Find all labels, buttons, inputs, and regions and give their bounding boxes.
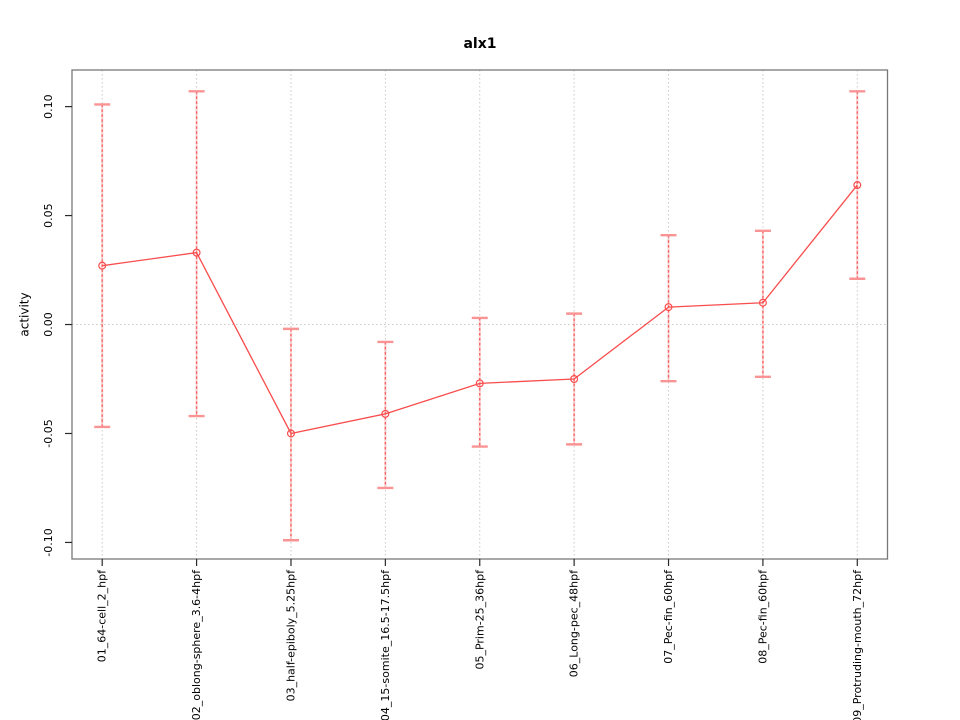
y-tick-label: -0.05 bbox=[42, 419, 55, 447]
data-point bbox=[475, 379, 484, 388]
y-tick-label: 0.05 bbox=[42, 203, 55, 228]
x-tick-label: 03_half-epiboly_5.25hpf bbox=[284, 569, 297, 702]
y-tick-label: -0.10 bbox=[42, 528, 55, 556]
data-point bbox=[664, 303, 673, 312]
x-tick-label: 09_Protruding-mouth_72hpf bbox=[851, 569, 864, 720]
chart-title: alx1 bbox=[463, 36, 497, 52]
data-point bbox=[758, 298, 767, 307]
x-tick-label: 07_Pec-fin_60hpf bbox=[662, 569, 675, 664]
data-point bbox=[192, 248, 201, 257]
data-point bbox=[570, 375, 579, 384]
y-tick-label: 0.10 bbox=[42, 94, 55, 119]
series-line bbox=[102, 184, 858, 435]
x-tick-label: 02_oblong-sphere_3.6-4hpf bbox=[190, 569, 203, 720]
x-tick-label: 08_Pec-fin_60hpf bbox=[756, 569, 769, 664]
x-tick-label: 04_15-somite_16.5-17.5hpf bbox=[379, 569, 392, 720]
x-tick-label: 01_64-cell_2_hpf bbox=[96, 569, 109, 662]
data-point bbox=[853, 181, 862, 190]
x-tick-label: 06_Long-pec_48hpf bbox=[568, 569, 581, 677]
data-point bbox=[286, 429, 295, 438]
y-tick-label: 0.00 bbox=[42, 312, 55, 337]
data-point bbox=[98, 261, 107, 270]
data-point bbox=[381, 409, 390, 418]
x-tick-label: 05_Prim-25_36hpf bbox=[473, 569, 486, 670]
